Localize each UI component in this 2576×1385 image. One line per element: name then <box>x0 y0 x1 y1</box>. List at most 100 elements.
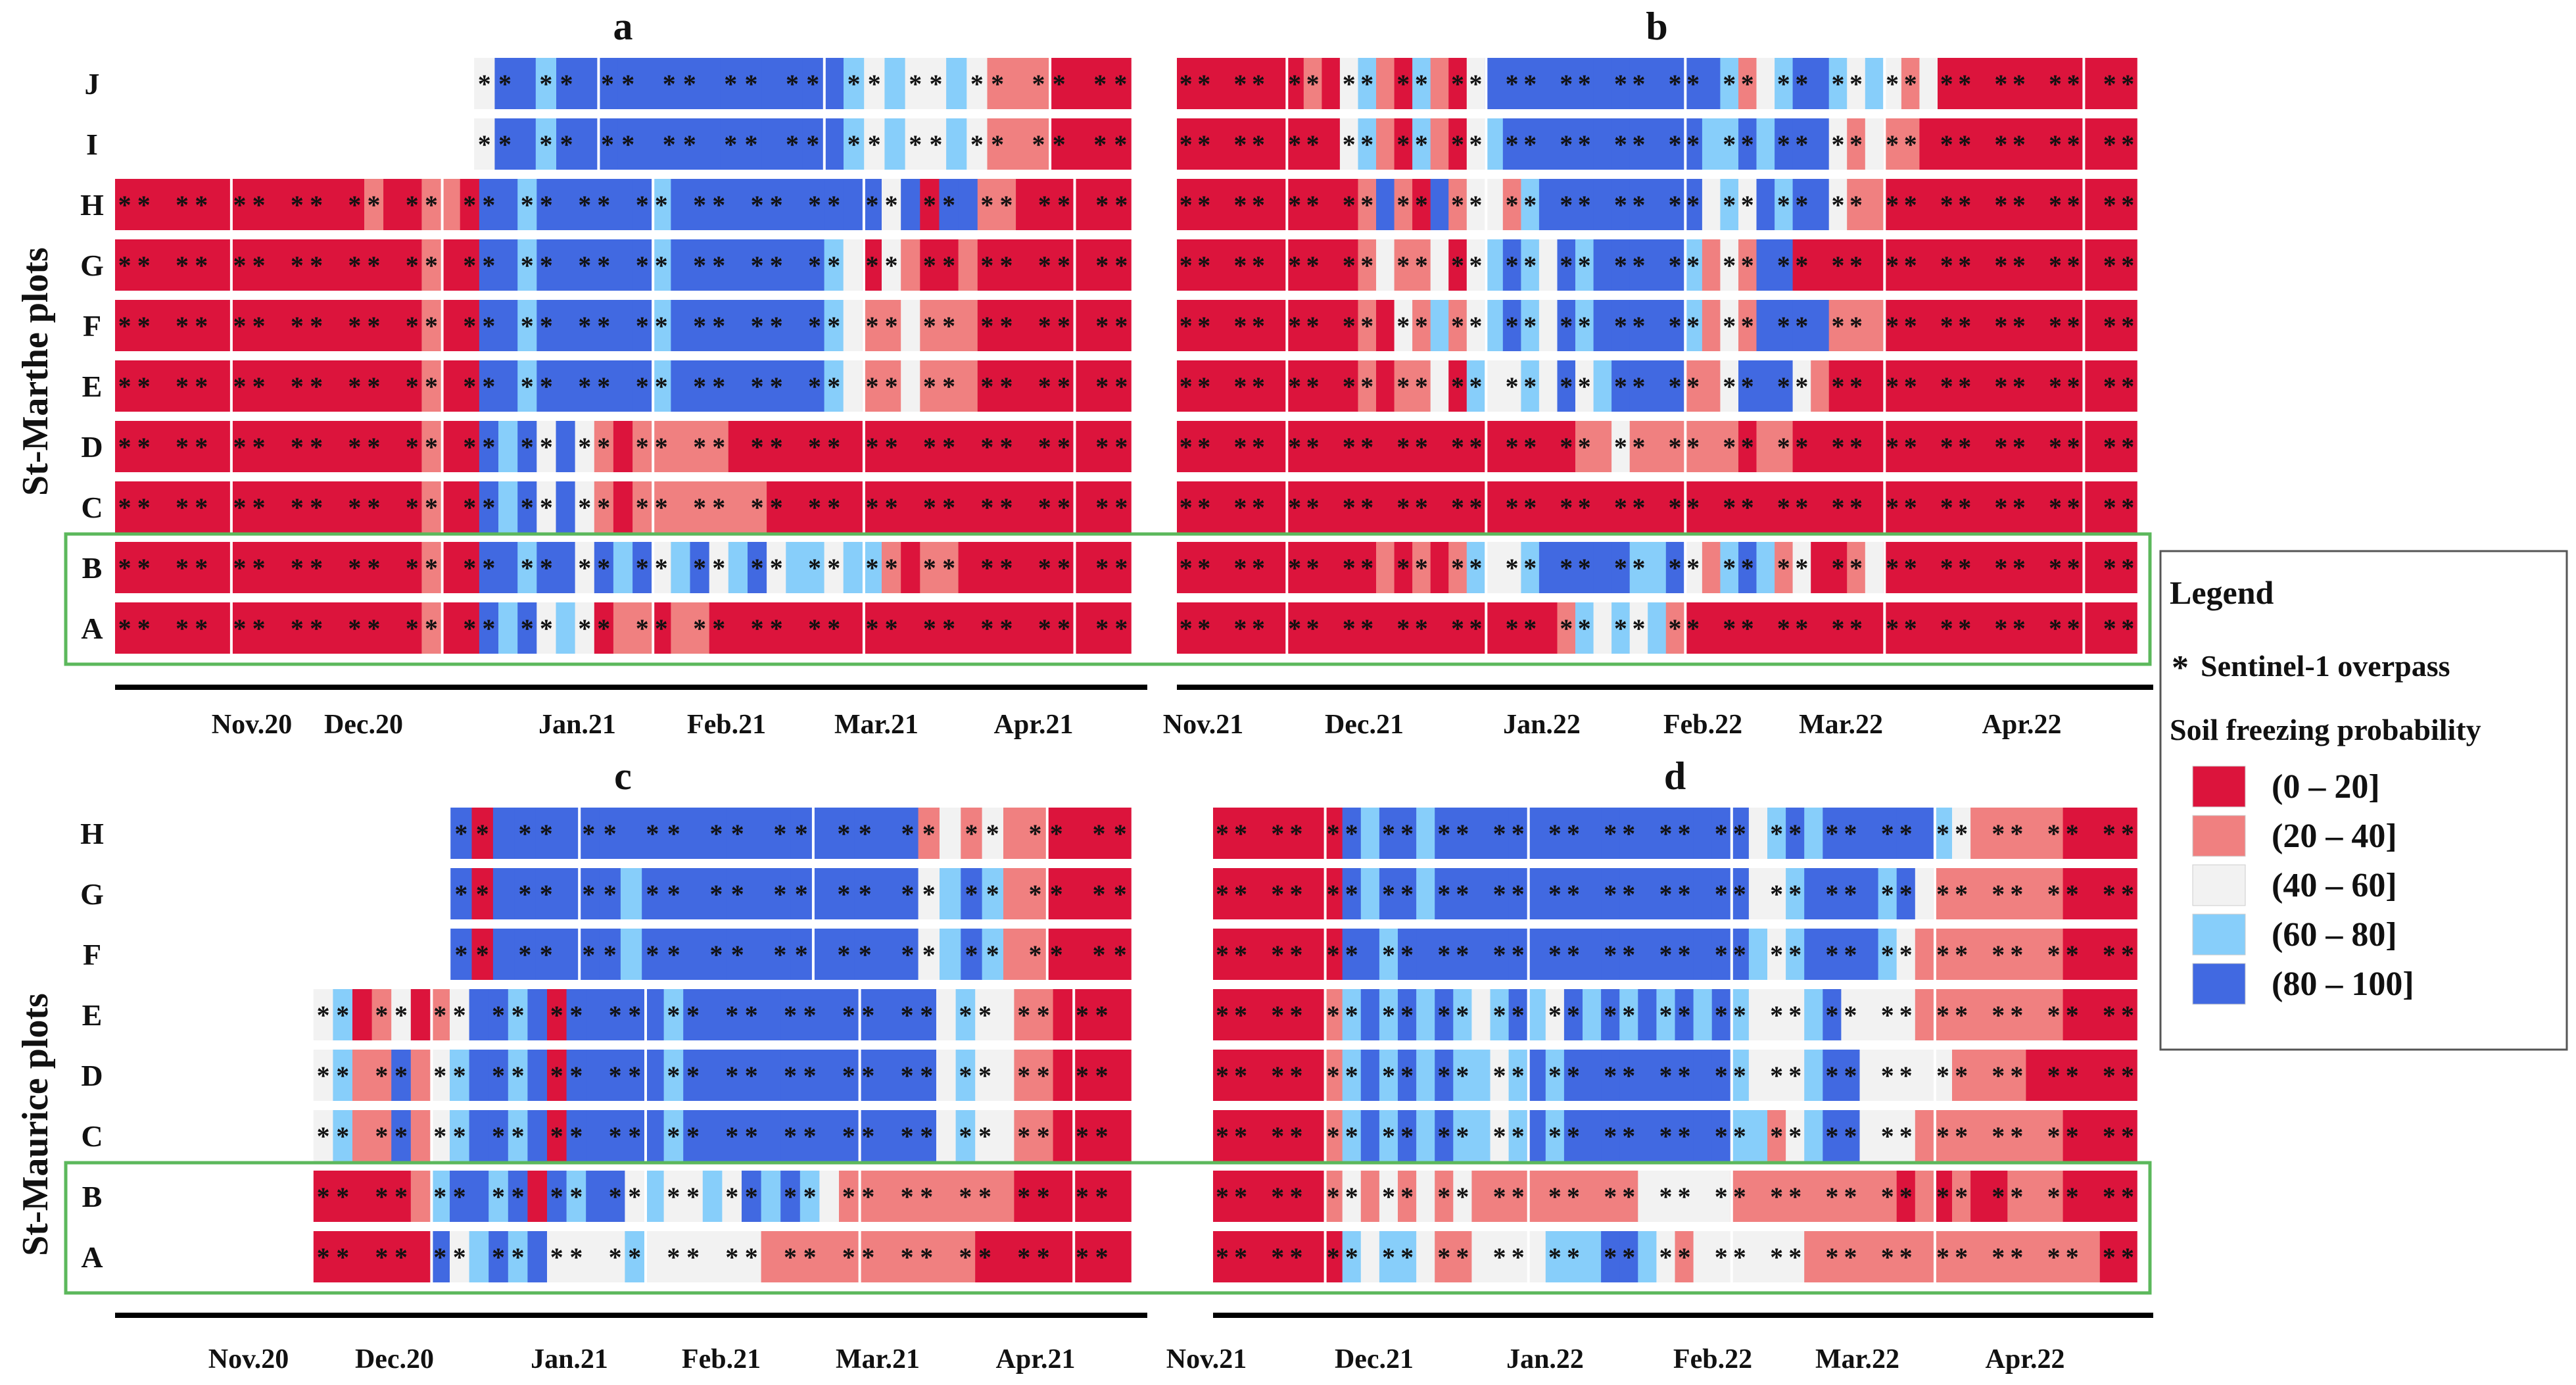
overpass-marker: * <box>1788 819 1801 848</box>
overpass-marker: * <box>1604 1182 1617 1211</box>
cell-separator <box>644 989 647 1040</box>
x-tick-label: Feb.22 <box>1663 710 1742 740</box>
overpass-marker: * <box>2066 1242 2079 1272</box>
cell <box>1804 929 1824 980</box>
overpass-marker: * <box>1777 614 1790 643</box>
cell <box>1756 421 1775 472</box>
cell <box>1638 989 1658 1040</box>
overpass-marker: * <box>482 372 495 401</box>
overpass-marker: * <box>1114 130 1127 159</box>
cell <box>1955 481 1974 533</box>
cell <box>936 1110 957 1161</box>
overpass-marker: * <box>1686 69 1700 99</box>
cell <box>2028 542 2047 593</box>
cell <box>1557 481 1576 533</box>
cell <box>652 602 672 654</box>
cell <box>1901 179 1920 230</box>
cell <box>517 602 538 654</box>
overpass-marker: * <box>336 1000 349 1030</box>
overpass-marker: * <box>1904 432 1917 462</box>
cell-separator <box>1883 481 1886 533</box>
cell <box>1016 542 1036 593</box>
cell <box>1583 989 1602 1040</box>
overpass-marker: * <box>1832 311 1845 341</box>
cell <box>1828 300 1848 351</box>
cell <box>402 542 423 593</box>
overpass-marker: * <box>1578 251 1591 280</box>
overpass-marker: * <box>1180 553 1193 583</box>
cell <box>671 239 691 291</box>
x-tick-label: Feb.21 <box>687 710 766 740</box>
cell <box>1557 118 1576 170</box>
overpass-marker: * <box>1057 432 1070 462</box>
overpass-marker: * <box>751 251 764 280</box>
cell <box>2064 421 2084 472</box>
cell <box>1593 481 1612 533</box>
cell <box>1110 118 1132 170</box>
cell-separator <box>1684 239 1687 291</box>
cell <box>1883 360 1902 412</box>
cell <box>1485 542 1504 593</box>
cell <box>492 808 515 859</box>
cell <box>460 300 480 351</box>
cell <box>115 179 135 230</box>
overpass-marker: * <box>1795 614 1808 643</box>
cell <box>901 602 921 654</box>
overpass-marker: * <box>1832 69 1845 99</box>
cell <box>1322 179 1341 230</box>
overpass-marker: * <box>1832 493 1845 522</box>
overpass-marker: * <box>1233 493 1247 522</box>
overpass-marker: * <box>1849 493 1863 522</box>
overpass-marker: * <box>885 553 898 583</box>
overpass-marker: * <box>1197 372 1210 401</box>
cell <box>1471 808 1491 859</box>
overpass-marker: * <box>1343 553 1356 583</box>
overpass-marker: * <box>1659 1000 1673 1030</box>
overpass-marker: * <box>375 1121 388 1151</box>
overpass-marker: * <box>2067 69 2080 99</box>
cell <box>1915 929 1934 980</box>
overpass-marker: * <box>1940 372 1953 401</box>
cell <box>1865 542 1884 593</box>
overpass-marker: * <box>1469 432 1483 462</box>
cell <box>1394 179 1413 230</box>
overpass-marker: * <box>1788 879 1801 909</box>
overpass-marker: * <box>965 879 978 909</box>
overpass-marker: * <box>827 432 840 462</box>
overpass-marker: * <box>1095 1000 1109 1030</box>
cell <box>402 421 423 472</box>
overpass-marker: * <box>1451 69 1464 99</box>
cell-separator <box>862 542 865 593</box>
cell <box>1448 118 1467 170</box>
cell <box>864 58 886 109</box>
cell <box>1231 481 1250 533</box>
cell <box>556 542 576 593</box>
overpass-marker: * <box>118 190 131 220</box>
cell <box>191 300 212 351</box>
overpass-marker: * <box>1770 1121 1783 1151</box>
cell <box>1471 1050 1491 1101</box>
overpass-marker: * <box>795 819 808 848</box>
cell <box>191 360 212 412</box>
cell <box>659 118 680 170</box>
overpass-marker: * <box>317 1121 330 1151</box>
cell <box>1684 421 1703 472</box>
overpass-marker: * <box>2121 432 2134 462</box>
cell <box>1538 421 1558 472</box>
cell <box>2064 179 2084 230</box>
cell <box>1285 179 1304 230</box>
cell <box>2064 58 2084 109</box>
cell <box>1738 239 1757 291</box>
cell <box>1054 602 1074 654</box>
overpass-marker: * <box>1904 69 1917 99</box>
cell <box>2100 179 2120 230</box>
overpass-marker: * <box>745 130 758 159</box>
overpass-marker: * <box>1992 1061 2005 1090</box>
cell <box>1684 239 1703 291</box>
overpass-marker: * <box>667 940 680 969</box>
cell-separator <box>229 179 233 230</box>
overpass-marker: * <box>1180 432 1193 462</box>
overpass-marker: * <box>2103 130 2116 159</box>
overpass-marker: * <box>291 311 304 341</box>
cell <box>1412 239 1431 291</box>
